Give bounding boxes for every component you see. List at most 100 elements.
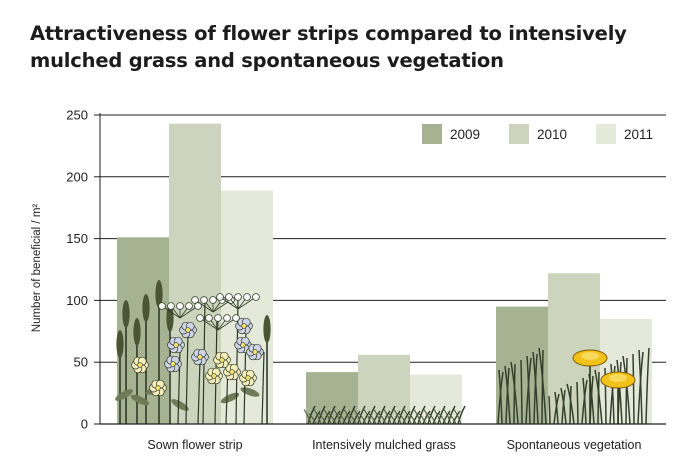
grass-blade bbox=[520, 359, 523, 425]
grass-blade bbox=[383, 409, 392, 425]
grass-blade bbox=[403, 409, 412, 425]
y-tick-label: 100 bbox=[66, 293, 88, 308]
umbel-floret bbox=[185, 302, 193, 310]
grass-blade bbox=[432, 410, 441, 425]
grass-blade bbox=[576, 381, 579, 425]
grass-blade bbox=[452, 410, 461, 425]
leaf bbox=[220, 392, 240, 404]
grass-blade bbox=[332, 410, 341, 425]
grass-seedhead bbox=[142, 294, 150, 322]
grass-blade bbox=[560, 387, 567, 425]
stem bbox=[261, 351, 265, 425]
grass-blade bbox=[352, 410, 361, 425]
grass-blade bbox=[413, 409, 422, 425]
flower-center bbox=[252, 349, 258, 355]
umbel-floret bbox=[214, 314, 222, 322]
grass-blade bbox=[538, 347, 547, 425]
umbel-floret bbox=[252, 293, 260, 301]
grass-blade bbox=[358, 413, 367, 425]
grass-blade bbox=[378, 413, 387, 425]
grass-blade bbox=[498, 369, 503, 425]
umbel-floret bbox=[194, 302, 202, 310]
illustrations bbox=[115, 280, 650, 425]
grass-blade bbox=[428, 413, 437, 425]
y-tick-label: 150 bbox=[66, 231, 88, 246]
grass-blade bbox=[382, 410, 391, 425]
flower-center bbox=[245, 375, 251, 381]
leaf bbox=[130, 394, 150, 406]
y-axis-label: Number of beneficial / m² bbox=[31, 204, 43, 333]
dandelion-grass-icon bbox=[497, 347, 650, 425]
grass-blade bbox=[387, 405, 396, 425]
grass-blade bbox=[368, 413, 377, 425]
umbel-floret bbox=[232, 314, 240, 322]
grass-blade bbox=[548, 395, 551, 425]
flower-center bbox=[185, 327, 191, 333]
grass-blade bbox=[504, 365, 511, 425]
y-tick-label: 0 bbox=[81, 417, 88, 432]
umbel-floret bbox=[223, 314, 231, 322]
y-tick-label: 50 bbox=[74, 355, 88, 370]
grass-blade bbox=[417, 405, 426, 425]
grass-blade bbox=[610, 363, 615, 425]
grass-blade bbox=[408, 413, 417, 425]
axes bbox=[94, 113, 666, 425]
grass-blade bbox=[373, 409, 382, 425]
flower-center bbox=[219, 357, 225, 363]
grass-blade bbox=[313, 409, 322, 425]
grass-blade bbox=[438, 413, 447, 425]
grass-blade bbox=[323, 409, 332, 425]
grass-blade bbox=[348, 413, 357, 425]
grass-blade bbox=[353, 409, 362, 425]
grass-blade bbox=[307, 405, 316, 425]
grass-blade bbox=[510, 361, 519, 425]
flower-center bbox=[240, 342, 246, 348]
dandelion-highlight bbox=[581, 352, 599, 360]
bar-2011-2 bbox=[410, 374, 462, 424]
umbel-floret bbox=[216, 293, 224, 301]
grass-seedhead bbox=[155, 280, 163, 308]
umbel-floret bbox=[225, 293, 233, 301]
legend-label-2011: 2011 bbox=[624, 127, 653, 142]
flower-center bbox=[211, 373, 217, 379]
bars bbox=[117, 123, 652, 424]
grass-blade bbox=[333, 409, 342, 425]
umbel-floret bbox=[205, 314, 213, 322]
legend-swatch-2009 bbox=[422, 124, 442, 144]
flower-center bbox=[241, 323, 247, 329]
y-tick-labels: 0 50 100 150 200 250 bbox=[66, 108, 88, 432]
bar-2010-2 bbox=[358, 354, 410, 424]
grass-blade bbox=[318, 413, 327, 425]
category-label: Intensively mulched grass bbox=[312, 438, 456, 452]
umbel-floret bbox=[234, 293, 242, 301]
grass-seedhead bbox=[116, 330, 124, 358]
grass-blade bbox=[418, 413, 427, 425]
grass-blade bbox=[343, 409, 352, 425]
umbel-floret bbox=[243, 293, 251, 301]
grass-blade bbox=[377, 405, 386, 425]
grass-blade bbox=[308, 413, 317, 425]
legend: 2009 2010 2011 bbox=[422, 124, 653, 144]
flower-center bbox=[170, 361, 176, 367]
umbel-floret bbox=[191, 296, 199, 304]
grass-seedhead bbox=[122, 300, 130, 328]
category-labels: Sown flower strip Intensively mulched gra… bbox=[147, 438, 641, 452]
grass-blade bbox=[393, 409, 402, 425]
y-tick-label: 200 bbox=[66, 169, 88, 184]
y-tick-label: 250 bbox=[66, 108, 88, 123]
umbel-floret bbox=[158, 302, 166, 310]
grass-blade bbox=[397, 405, 406, 425]
grass-blade bbox=[433, 409, 442, 425]
grass-blade bbox=[443, 409, 452, 425]
grass-blade bbox=[327, 405, 336, 425]
grass-blade bbox=[645, 347, 650, 425]
cut-grass-icon bbox=[303, 405, 466, 425]
grass-blade bbox=[363, 409, 372, 425]
grass-blade bbox=[442, 410, 451, 425]
grass-blade bbox=[372, 410, 381, 425]
grass-blade bbox=[328, 413, 337, 425]
grass-seedhead bbox=[166, 304, 174, 332]
grass-blade bbox=[338, 413, 347, 425]
leaf bbox=[171, 399, 189, 411]
